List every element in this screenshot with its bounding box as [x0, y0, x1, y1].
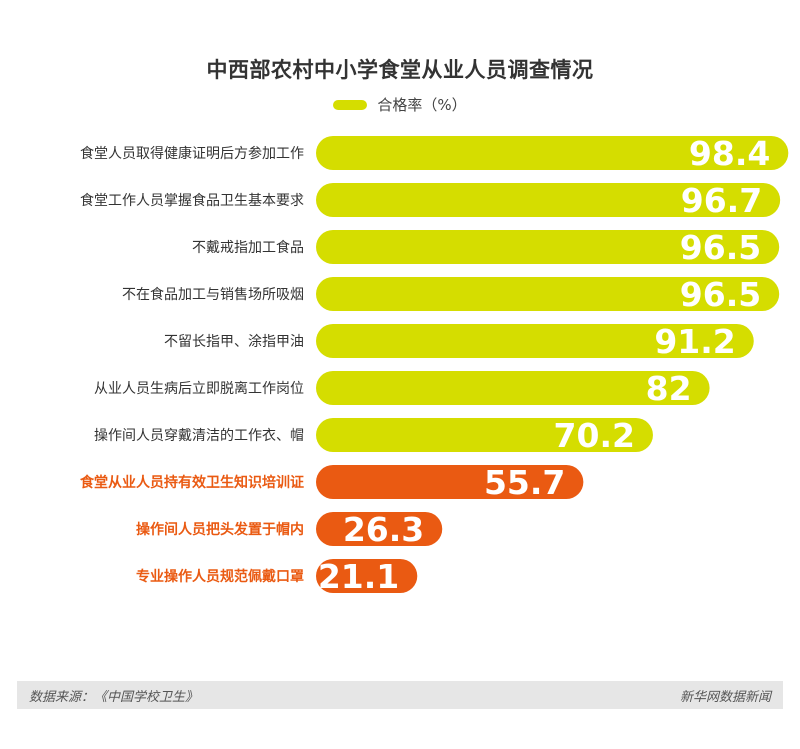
credit-note: 新华网数据新闻: [679, 689, 771, 705]
bar: [316, 512, 443, 546]
value-label: 96.7: [681, 181, 762, 220]
category-label: 从业人员生病后立即脱离工作岗位: [94, 380, 304, 397]
value-label: 82: [646, 369, 692, 408]
chart-legend: 合格率（%）: [0, 94, 800, 115]
footer-bar: 数据来源：《中国学校卫生》 新华网数据新闻: [17, 681, 783, 709]
category-label: 专业操作人员规范佩戴口罩: [136, 568, 304, 585]
bar-chart: 食堂人员取得健康证明后方参加工作 98.4 食堂工作人员掌握食品卫生基本要求 96.7…: [80, 134, 789, 596]
bar: [316, 324, 754, 358]
legend-label: 合格率（%）: [377, 96, 467, 114]
value-label: 96.5: [680, 275, 761, 314]
bar: [316, 183, 781, 217]
category-label: 不戴戒指加工食品: [192, 239, 304, 256]
category-label: 不留长指甲、涂指甲油: [164, 334, 304, 350]
value-label: 21.1: [318, 557, 399, 596]
source-note: 数据来源：《中国学校卫生》: [29, 689, 199, 705]
legend-swatch: [333, 99, 368, 110]
bar: [316, 136, 789, 170]
category-label: 操作间人员穿戴清洁的工作衣、帽: [94, 428, 304, 444]
category-label: 操作间人员把头发置于帽内: [136, 521, 304, 538]
category-label: 食堂人员取得健康证明后方参加工作: [80, 145, 304, 162]
value-label: 70.2: [554, 416, 635, 455]
category-label: 食堂从业人员持有效卫生知识培训证: [80, 474, 304, 491]
chart-title: 中西部农村中小学食堂从业人员调查情况: [206, 58, 594, 82]
value-label: 26.3: [343, 510, 424, 549]
bar: [316, 230, 780, 264]
bar: [316, 277, 780, 311]
bar: [316, 559, 418, 593]
category-label: 食堂工作人员掌握食品卫生基本要求: [80, 192, 304, 209]
bar: [316, 371, 710, 405]
bar: [316, 465, 584, 499]
value-label: 91.2: [654, 322, 735, 361]
value-label: 98.4: [689, 134, 770, 173]
bar: [316, 418, 653, 452]
value-label: 96.5: [680, 228, 761, 267]
category-label: 不在食品加工与销售场所吸烟: [122, 286, 304, 303]
value-label: 55.7: [484, 463, 565, 502]
